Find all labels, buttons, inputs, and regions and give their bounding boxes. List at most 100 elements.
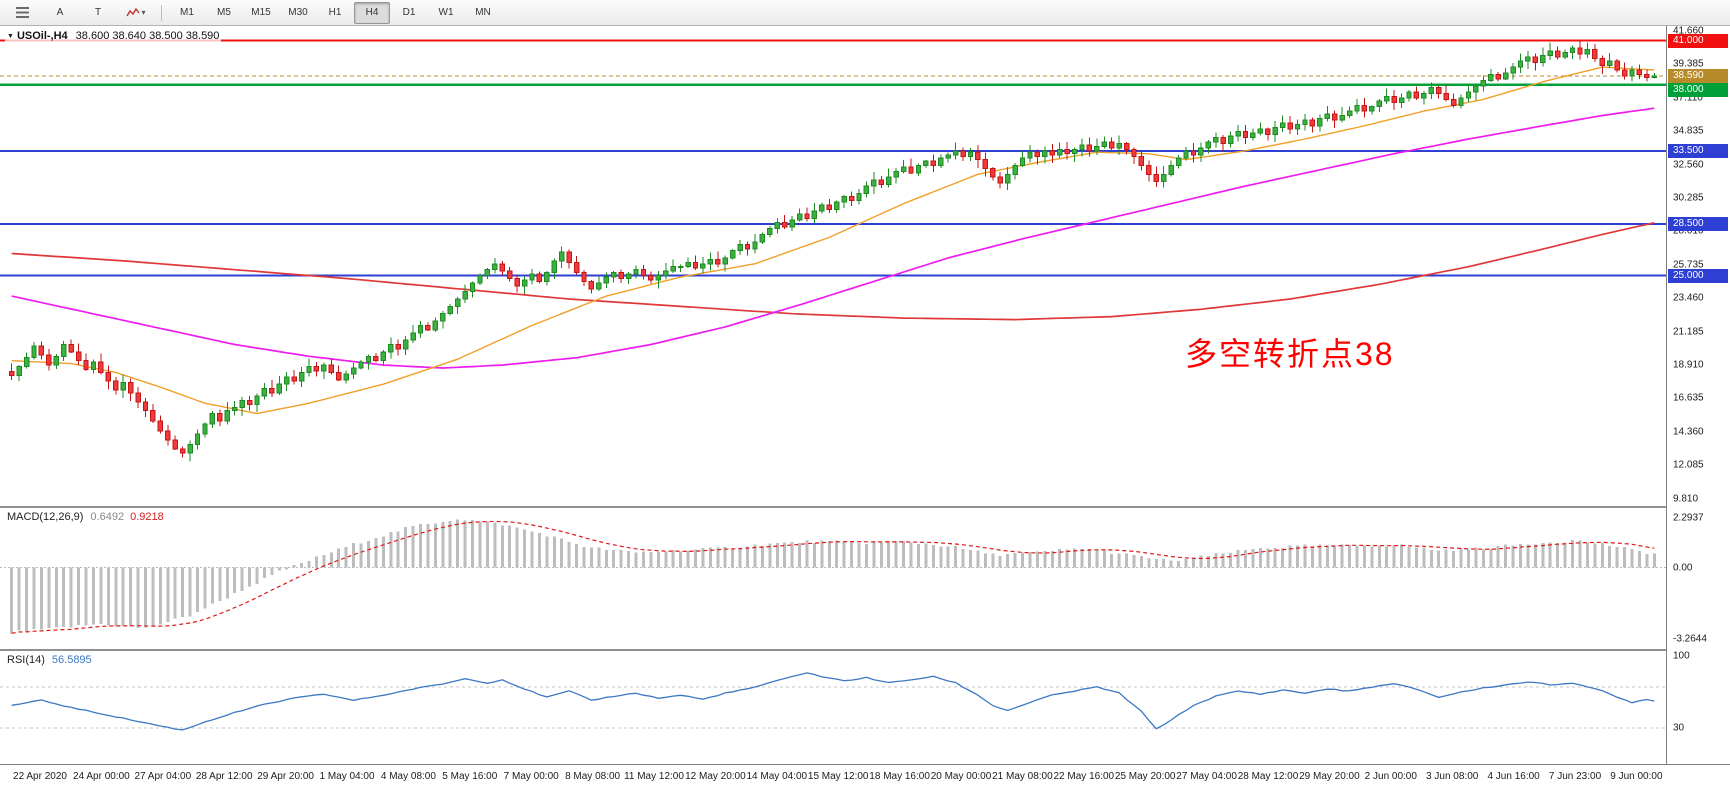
horizontal-level-lines	[0, 39, 1666, 277]
price-axis-label: 30.285	[1673, 192, 1704, 204]
timeframe-button-m5[interactable]: M5	[217, 7, 231, 18]
time-axis[interactable]: 22 Apr 2020 24 Apr 00:00 27 Apr 04:00 28 Ap…	[0, 764, 1730, 794]
macd-signal-value: 0.9218	[130, 511, 164, 523]
macd-info-line: MACD(12,26,9) 0.6492 0.9218	[5, 511, 166, 523]
price-tag-25.000: 25.000	[1668, 268, 1728, 283]
rsi-panel[interactable]: RSI(14) 56.5895	[0, 651, 1666, 764]
timeframe-button-m15[interactable]: M15	[251, 7, 271, 18]
time-axis-label: 24 Apr 00:00	[73, 771, 130, 782]
time-axis-label: 8 May 08:00	[565, 771, 621, 782]
price-axis-label: 41.660	[1673, 25, 1704, 37]
time-axis-label: 15 May 12:00	[807, 771, 869, 782]
timeframe-button-h1[interactable]: H1	[328, 7, 342, 18]
time-axis-label: 4 Jun 16:00	[1487, 771, 1540, 782]
rsi-label: RSI(14)	[7, 654, 45, 666]
time-axis-label: 5 May 16:00	[442, 771, 498, 782]
timeframe-button-d1[interactable]: D1	[402, 7, 416, 18]
time-axis-label: 11 May 12:00	[624, 771, 684, 782]
indicator-zigzag-icon	[126, 7, 141, 16]
macd-panel[interactable]: MACD(12,26,9) 0.6492 0.9218	[0, 508, 1666, 649]
panel-separator-macd[interactable]	[0, 506, 1730, 508]
macd-histogram	[10, 519, 1656, 634]
price-chart-canvas[interactable]	[0, 26, 1666, 506]
chart-toolbar: A T ▾ M1 M5 M15 M30 H1 H4 D1 W1 MN	[0, 0, 1730, 26]
timeframe-button-w1[interactable]: W1	[438, 7, 454, 18]
text-a-label: A	[56, 7, 64, 18]
price-tag-38.000: 38.000	[1668, 83, 1728, 98]
price-axis-label: 34.835	[1673, 125, 1704, 137]
time-axis-label: 25 May 20:00	[1114, 771, 1176, 782]
time-axis-label: 27 Apr 04:00	[134, 771, 192, 782]
collapse-triangle-icon[interactable]: ▼	[7, 33, 14, 40]
macd-canvas[interactable]	[0, 508, 1666, 649]
macd-main-value: 0.6492	[90, 511, 125, 523]
time-axis-label: 14 May 04:00	[746, 771, 808, 782]
price-tag-41.000: 41.000	[1668, 33, 1728, 48]
rsi-axis-label: 30	[1673, 722, 1685, 734]
time-axis-label: 28 May 12:00	[1237, 771, 1299, 782]
rsi-canvas[interactable]	[0, 651, 1666, 764]
macd-axis-label: 2.2937	[1673, 512, 1704, 524]
price-axis-label: 16.635	[1673, 392, 1704, 404]
time-axis-label: 29 Apr 20:00	[257, 771, 314, 782]
time-axis-label: 28 Apr 12:00	[195, 771, 253, 782]
menu-icon	[15, 7, 29, 18]
ma-slow-line	[11, 221, 1655, 321]
dropdown-arrow-icon: ▾	[141, 8, 146, 17]
chart-info-line: ▼ USOil-,H4 38.600 38.640 38.500 38.590	[5, 30, 222, 42]
price-axis-label: 21.185	[1673, 326, 1704, 337]
candles	[9, 40, 1657, 462]
timeframe-button-h4[interactable]: H4	[354, 1, 390, 24]
price-axis-label: 12.085	[1673, 459, 1704, 471]
price-axis-label: 18.910	[1673, 359, 1704, 371]
chart-annotation-text[interactable]: 多空转折点38	[1185, 336, 1395, 372]
ohlc-values: 38.600 38.640 38.500 38.590	[75, 30, 220, 42]
price-axis-label: 9.810	[1673, 493, 1699, 504]
price-axis-label: 39.385	[1673, 58, 1704, 70]
time-axis-label: 7 May 00:00	[503, 771, 559, 782]
charts-menu-button[interactable]	[4, 2, 40, 24]
price-axis-label: 37.110	[1673, 92, 1703, 104]
time-axis-label: 4 May 08:00	[380, 771, 436, 782]
time-axis-label: 22 May 16:00	[1053, 771, 1115, 782]
text-a-tool-button[interactable]: A	[42, 2, 78, 24]
rsi-line	[11, 672, 1655, 731]
price-tag-33.500: 33.500	[1668, 143, 1728, 158]
time-axis-label: 7 Jun 23:00	[1548, 771, 1602, 782]
ma-mid-line	[11, 107, 1655, 369]
timeframe-button-mn[interactable]: MN	[475, 7, 491, 18]
time-axis-label: 21 May 08:00	[992, 771, 1053, 782]
price-axis-label: 28.010	[1673, 225, 1704, 237]
time-axis-label: 20 May 00:00	[930, 771, 992, 782]
price-axis-label: 14.360	[1673, 426, 1704, 438]
rsi-info-line: RSI(14) 56.5895	[5, 654, 94, 666]
price-axis-label: 25.735	[1673, 259, 1704, 271]
time-axis-label: 1 May 04:00	[319, 771, 375, 782]
price-tag-28.500: 28.500	[1668, 217, 1728, 232]
toolbar-separator	[161, 4, 162, 21]
price-axis-label: 23.460	[1673, 292, 1704, 304]
time-axis-label: 3 Jun 08:00	[1426, 771, 1479, 782]
price-chart-panel[interactable]: ▼ USOil-,H4 38.600 38.640 38.500 38.590 多空…	[0, 26, 1666, 506]
macd-label: MACD(12,26,9)	[7, 511, 84, 523]
timeframe-button-m1[interactable]: M1	[180, 7, 194, 18]
timeframe-button-m30[interactable]: M30	[288, 7, 308, 18]
time-axis-label: 18 May 16:00	[869, 771, 930, 782]
text-t-label: T	[94, 7, 102, 18]
time-axis-label: 12 May 20:00	[685, 771, 746, 782]
price-axis-label: 32.560	[1673, 159, 1704, 171]
time-axis-label: 9 Jun 00:00	[1610, 771, 1663, 782]
ma-fast-line	[11, 66, 1655, 415]
price-axis[interactable]: 41.660 39.385 37.110 34.835 32.560 30.285 28.0…	[1666, 26, 1730, 764]
text-t-tool-button[interactable]: T	[80, 2, 116, 24]
macd-signal-line	[11, 520, 1655, 634]
time-axis-label: 2 Jun 00:00	[1364, 771, 1417, 782]
rsi-axis-label: 100	[1673, 650, 1690, 662]
macd-axis-label: 0.00	[1673, 562, 1693, 574]
panel-separator-rsi[interactable]	[0, 649, 1730, 651]
indicators-button[interactable]: ▾	[118, 2, 154, 24]
price-tag-38.590: 38.590	[1668, 69, 1728, 84]
time-axis-label: 27 May 04:00	[1176, 771, 1237, 782]
rsi-value: 56.5895	[51, 654, 92, 666]
